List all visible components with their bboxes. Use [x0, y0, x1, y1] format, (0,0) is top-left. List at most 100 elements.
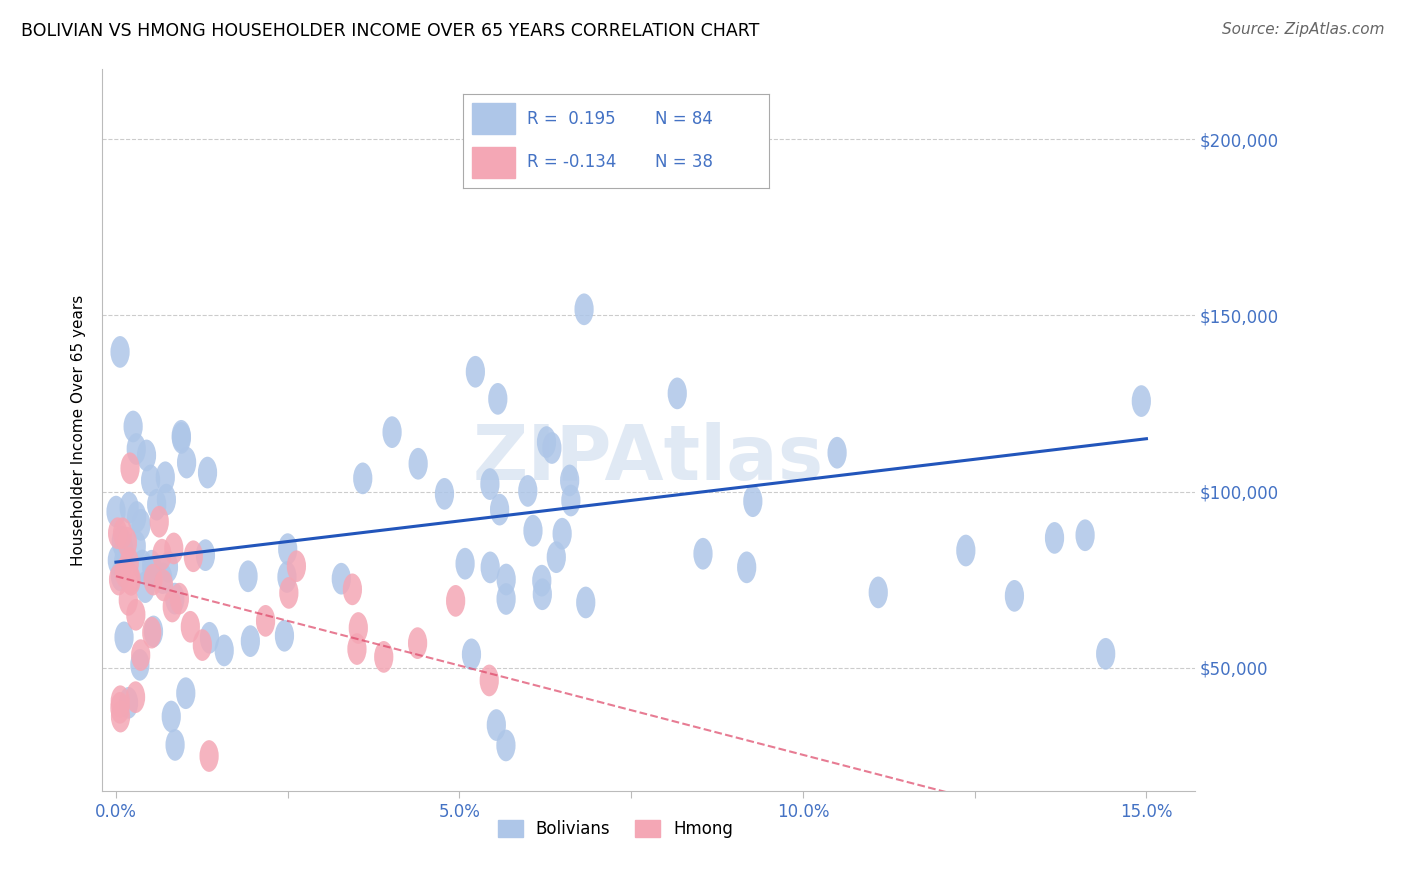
Text: BOLIVIAN VS HMONG HOUSEHOLDER INCOME OVER 65 YEARS CORRELATION CHART: BOLIVIAN VS HMONG HOUSEHOLDER INCOME OVE… [21, 22, 759, 40]
Ellipse shape [127, 434, 146, 465]
Ellipse shape [519, 475, 537, 507]
Ellipse shape [110, 692, 129, 723]
Ellipse shape [121, 452, 139, 484]
Ellipse shape [148, 489, 166, 521]
Ellipse shape [481, 468, 499, 500]
Ellipse shape [152, 539, 172, 571]
Ellipse shape [287, 550, 307, 582]
Ellipse shape [200, 740, 219, 772]
Ellipse shape [121, 564, 141, 596]
Ellipse shape [956, 534, 976, 566]
Ellipse shape [479, 665, 499, 697]
Ellipse shape [135, 571, 155, 603]
Ellipse shape [108, 517, 127, 549]
Ellipse shape [131, 640, 150, 671]
Ellipse shape [143, 556, 162, 587]
Ellipse shape [111, 559, 129, 591]
Ellipse shape [156, 461, 174, 493]
Ellipse shape [195, 540, 215, 571]
Ellipse shape [278, 533, 297, 565]
Ellipse shape [107, 496, 125, 527]
Ellipse shape [118, 584, 138, 615]
Ellipse shape [1005, 580, 1024, 612]
Ellipse shape [149, 506, 169, 538]
Ellipse shape [193, 629, 212, 661]
Ellipse shape [181, 611, 200, 642]
Ellipse shape [343, 574, 361, 605]
Ellipse shape [408, 627, 427, 659]
Text: Source: ZipAtlas.com: Source: ZipAtlas.com [1222, 22, 1385, 37]
Ellipse shape [177, 447, 197, 478]
Ellipse shape [382, 417, 402, 448]
Ellipse shape [215, 634, 233, 666]
Ellipse shape [200, 622, 219, 654]
Ellipse shape [239, 560, 257, 592]
Ellipse shape [131, 649, 149, 681]
Ellipse shape [114, 533, 134, 565]
Ellipse shape [127, 501, 146, 533]
Ellipse shape [869, 576, 887, 608]
Ellipse shape [184, 541, 202, 572]
Ellipse shape [127, 599, 145, 631]
Ellipse shape [561, 484, 581, 516]
Ellipse shape [166, 729, 184, 761]
Ellipse shape [111, 336, 129, 368]
Ellipse shape [153, 562, 173, 594]
Ellipse shape [537, 426, 557, 458]
Ellipse shape [114, 546, 134, 577]
Legend: Bolivians, Hmong: Bolivians, Hmong [491, 813, 741, 845]
Ellipse shape [489, 494, 509, 525]
Ellipse shape [1045, 522, 1064, 554]
Ellipse shape [1076, 519, 1095, 551]
Ellipse shape [481, 551, 499, 583]
Ellipse shape [162, 700, 181, 732]
Ellipse shape [163, 591, 181, 623]
Ellipse shape [240, 625, 260, 657]
Ellipse shape [496, 730, 516, 761]
Ellipse shape [132, 549, 152, 582]
Ellipse shape [1132, 385, 1152, 417]
Ellipse shape [456, 548, 475, 580]
Ellipse shape [349, 612, 368, 644]
Ellipse shape [120, 491, 139, 524]
Ellipse shape [108, 564, 128, 596]
Ellipse shape [560, 465, 579, 496]
Ellipse shape [1097, 638, 1115, 670]
Ellipse shape [120, 687, 138, 719]
Ellipse shape [347, 633, 367, 665]
Ellipse shape [143, 564, 163, 596]
Ellipse shape [553, 518, 572, 549]
Ellipse shape [141, 465, 160, 496]
Ellipse shape [737, 551, 756, 583]
Ellipse shape [446, 585, 465, 616]
Ellipse shape [374, 641, 394, 673]
Ellipse shape [434, 478, 454, 509]
Ellipse shape [108, 544, 127, 576]
Ellipse shape [166, 582, 184, 615]
Ellipse shape [131, 509, 150, 541]
Ellipse shape [142, 616, 162, 648]
Ellipse shape [142, 549, 162, 582]
Ellipse shape [256, 605, 276, 637]
Ellipse shape [523, 515, 543, 547]
Ellipse shape [533, 565, 551, 597]
Ellipse shape [170, 582, 188, 615]
Ellipse shape [693, 538, 713, 570]
Ellipse shape [143, 615, 163, 648]
Ellipse shape [115, 557, 134, 588]
Y-axis label: Householder Income Over 65 years: Householder Income Over 65 years [72, 294, 86, 566]
Ellipse shape [461, 639, 481, 670]
Ellipse shape [120, 547, 139, 579]
Ellipse shape [172, 420, 191, 451]
Ellipse shape [121, 563, 139, 594]
Ellipse shape [575, 293, 593, 326]
Ellipse shape [547, 541, 565, 573]
Ellipse shape [156, 483, 176, 516]
Ellipse shape [277, 561, 297, 593]
Ellipse shape [274, 620, 294, 652]
Ellipse shape [744, 485, 762, 517]
Ellipse shape [409, 448, 427, 480]
Ellipse shape [111, 685, 129, 717]
Ellipse shape [114, 622, 134, 653]
Ellipse shape [828, 437, 846, 468]
